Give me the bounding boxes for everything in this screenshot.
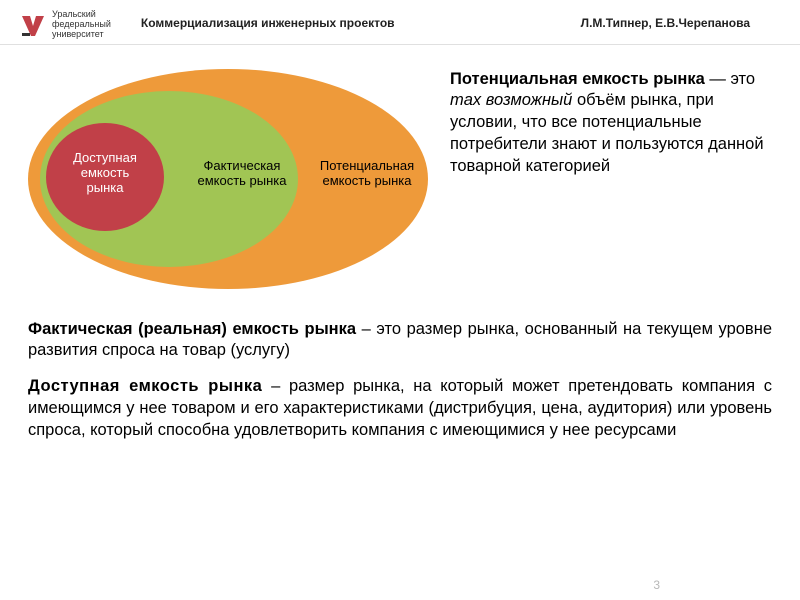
definition-actual: Фактическая (реальная) емкость рынка – э…	[28, 319, 772, 363]
definition-available: Доступная емкость рынка – размер рынка, …	[28, 376, 772, 441]
venn-inner-label: Доступная емкость рынка	[58, 151, 152, 196]
logo-line3: университет	[52, 30, 111, 40]
page-number: 3	[653, 578, 660, 592]
logo-icon	[20, 12, 46, 38]
logo-text: Уральский федеральный университет	[52, 10, 111, 40]
logo: Уральский федеральный университет	[20, 10, 111, 40]
venn-mid-label: Фактическая емкость рынка	[188, 159, 296, 189]
main-row: Доступная емкость рынка Фактическая емко…	[0, 45, 800, 299]
definition-available-term: Доступная емкость рынка	[28, 377, 262, 395]
venn-outer-label: Потенциальная емкость рынка	[308, 159, 426, 189]
definition-actual-term: Фактическая (реальная) емкость рынка	[28, 320, 356, 338]
venn-diagram: Доступная емкость рынка Фактическая емко…	[28, 69, 428, 289]
header-authors: Л.М.Типнер, Е.В.Черепанова	[581, 16, 750, 30]
header-title: Коммерциализация инженерных проектов	[141, 16, 395, 30]
definition-potential: Потенциальная емкость рынка — это max во…	[450, 69, 772, 178]
definitions-block: Фактическая (реальная) емкость рынка – э…	[0, 299, 800, 442]
header: Уральский федеральный университет Коммер…	[0, 0, 800, 45]
definition-potential-term: Потенциальная емкость рынка	[450, 70, 705, 88]
